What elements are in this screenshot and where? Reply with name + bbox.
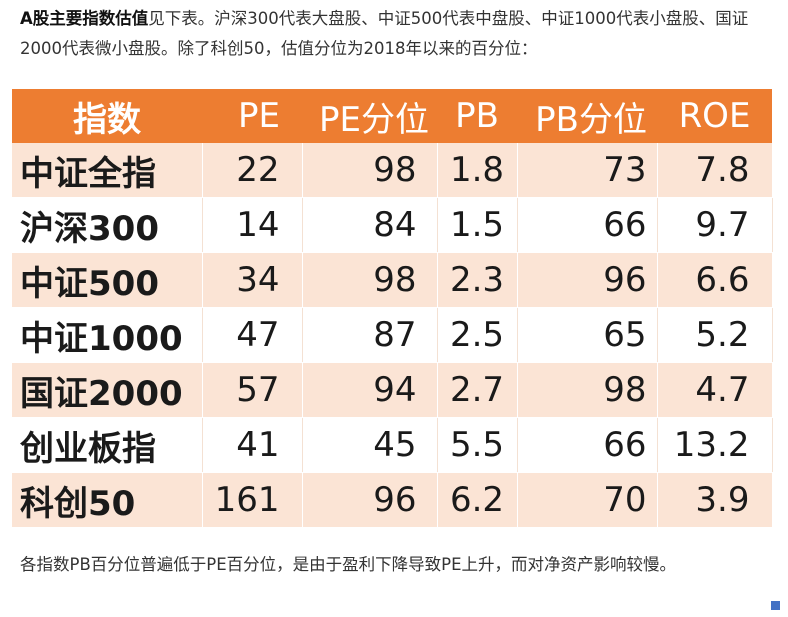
cell-pb: 2.5 [437, 307, 518, 363]
cell-pb: 2.3 [437, 252, 518, 308]
cell-roe: 3.9 [657, 472, 773, 528]
table-row: 沪深300 14 84 1.5 66 9.7 [12, 197, 773, 253]
cell-index-name: 国证2000 [12, 362, 203, 418]
table-row: 中证全指 22 98 1.8 73 7.8 [12, 143, 773, 198]
intro-lead: A股主要指数估值 [20, 9, 149, 28]
cell-pb-percentile: 66 [517, 417, 658, 473]
cell-roe: 7.8 [657, 143, 773, 198]
valuation-table-image: 指数 PE PE分位 PB PB分位 ROE 中证全指 22 98 1.8 73… [12, 89, 780, 610]
cell-index-name: 科创50 [12, 472, 203, 528]
table-row: 中证500 34 98 2.3 96 6.6 [12, 252, 773, 308]
header-index: 指数 [12, 89, 202, 143]
cell-pe-percentile: 45 [302, 417, 438, 473]
cell-pe: 47 [202, 307, 303, 363]
cell-pb-percentile: 66 [517, 197, 658, 253]
table-row: 科创50 161 96 6.2 70 3.9 [12, 472, 773, 528]
cell-pe: 14 [202, 197, 303, 253]
cell-pe: 57 [202, 362, 303, 418]
cell-roe: 13.2 [657, 417, 773, 473]
cell-pe-percentile: 87 [302, 307, 438, 363]
cell-pe-percentile: 96 [302, 472, 438, 528]
note-paragraph: 各指数PB百分位普遍低于PE百分位，是由于盈利下降导致PE上升，而对净资产影响较… [20, 555, 677, 574]
cell-roe: 4.7 [657, 362, 773, 418]
cell-pb-percentile: 70 [517, 472, 658, 528]
cell-index-name: 沪深300 [12, 197, 203, 253]
table-row: 国证2000 57 94 2.7 98 4.7 [12, 362, 773, 418]
table-header-row: 指数 PE PE分位 PB PB分位 ROE [12, 89, 772, 143]
cell-pb: 1.5 [437, 197, 518, 253]
cell-pe-percentile: 98 [302, 252, 438, 308]
cell-pb-percentile: 65 [517, 307, 658, 363]
cell-pe: 161 [202, 472, 303, 528]
table-row: 中证1000 47 87 2.5 65 5.2 [12, 307, 773, 363]
cell-pe: 22 [202, 143, 303, 198]
cell-pe: 34 [202, 252, 303, 308]
resize-handle-icon [771, 601, 780, 610]
valuation-table: 指数 PE PE分位 PB PB分位 ROE 中证全指 22 98 1.8 73… [12, 89, 773, 528]
header-pb-percentile: PB分位 [517, 89, 657, 143]
cell-pe-percentile: 84 [302, 197, 438, 253]
cell-pe: 41 [202, 417, 303, 473]
intro-text: 见下表。沪深300代表大盘股、中证500代表中盘股、中证1000代表小盘股、国证… [20, 9, 749, 58]
header-pb: PB [437, 89, 517, 143]
cell-pb-percentile: 73 [517, 143, 658, 198]
cell-pe-percentile: 94 [302, 362, 438, 418]
header-roe: ROE [657, 89, 772, 143]
cell-roe: 6.6 [657, 252, 773, 308]
header-pe: PE [202, 89, 302, 143]
table-row: 创业板指 41 45 5.5 66 13.2 [12, 417, 773, 473]
cell-pb: 1.8 [437, 143, 518, 198]
cell-pe-percentile: 98 [302, 143, 438, 198]
cell-roe: 5.2 [657, 307, 773, 363]
cell-pb: 2.7 [437, 362, 518, 418]
cell-roe: 9.7 [657, 197, 773, 253]
cell-pb: 6.2 [437, 472, 518, 528]
cell-pb-percentile: 96 [517, 252, 658, 308]
cell-pb-percentile: 98 [517, 362, 658, 418]
cell-pb: 5.5 [437, 417, 518, 473]
cell-index-name: 中证1000 [12, 307, 203, 363]
cell-index-name: 中证全指 [12, 143, 203, 198]
cell-index-name: 中证500 [12, 252, 203, 308]
cell-index-name: 创业板指 [12, 417, 203, 473]
header-pe-percentile: PE分位 [302, 89, 437, 143]
intro-paragraph: A股主要指数估值见下表。沪深300代表大盘股、中证500代表中盘股、中证1000… [20, 4, 780, 64]
